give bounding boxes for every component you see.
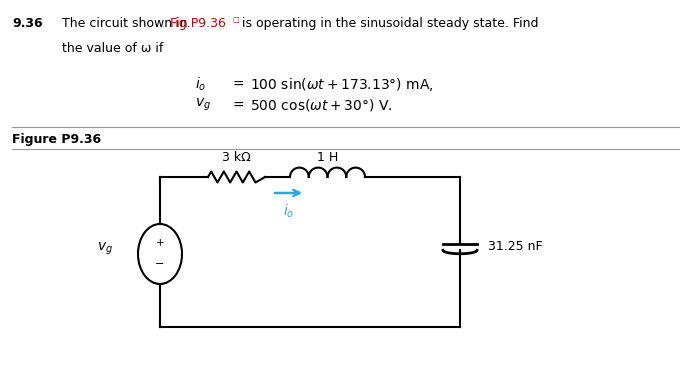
Text: The circuit shown in: The circuit shown in — [62, 17, 191, 30]
Text: $500\ \mathrm{cos}(\omega t + 30°)\ \mathrm{V}.$: $500\ \mathrm{cos}(\omega t + 30°)\ \mat… — [250, 97, 392, 113]
Text: the value of ω if: the value of ω if — [62, 42, 163, 55]
Text: Figure P9.36: Figure P9.36 — [12, 133, 101, 146]
Text: 9.36: 9.36 — [12, 17, 43, 30]
Text: 31.25 nF: 31.25 nF — [488, 241, 542, 254]
Text: 3 kΩ: 3 kΩ — [222, 151, 251, 164]
Text: $i_o$: $i_o$ — [283, 203, 294, 220]
Text: $100\ \mathrm{sin}(\omega t + 173.13°)\ \mathrm{mA},$: $100\ \mathrm{sin}(\omega t + 173.13°)\ … — [250, 76, 434, 93]
Text: $=$: $=$ — [230, 76, 245, 90]
Text: □: □ — [232, 17, 238, 23]
Text: +: + — [155, 238, 164, 248]
Text: 1 H: 1 H — [317, 151, 338, 164]
Text: $=$: $=$ — [230, 97, 245, 111]
Text: Fig.P9.36: Fig.P9.36 — [170, 17, 227, 30]
Text: is operating in the sinusoidal steady state. Find: is operating in the sinusoidal steady st… — [238, 17, 538, 30]
Text: −: − — [155, 259, 164, 269]
Text: $v_g$: $v_g$ — [195, 97, 211, 113]
Text: $v_g$: $v_g$ — [97, 241, 113, 257]
Text: $i_o$: $i_o$ — [195, 76, 207, 93]
